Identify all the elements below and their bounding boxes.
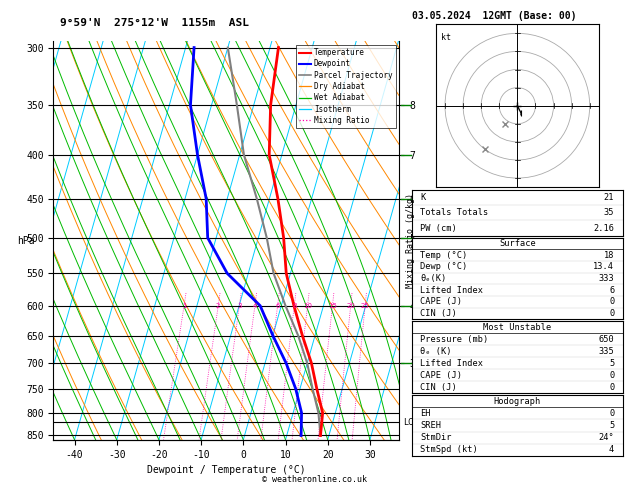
Text: 21: 21 <box>604 193 615 202</box>
Text: 0: 0 <box>609 297 615 306</box>
Text: 35: 35 <box>604 208 615 217</box>
Text: 5: 5 <box>609 421 615 430</box>
Text: 1: 1 <box>182 303 186 309</box>
Text: PW (cm): PW (cm) <box>420 224 457 232</box>
Text: Lifted Index: Lifted Index <box>420 359 484 368</box>
Text: EH: EH <box>420 409 431 418</box>
Text: hPa: hPa <box>17 236 35 245</box>
Text: 20: 20 <box>346 303 355 309</box>
Text: 8: 8 <box>292 303 296 309</box>
Text: StmDir: StmDir <box>420 433 452 442</box>
X-axis label: Dewpoint / Temperature (°C): Dewpoint / Temperature (°C) <box>147 465 306 475</box>
Text: 650: 650 <box>599 335 615 344</box>
Text: 24°: 24° <box>599 433 615 442</box>
Text: 03.05.2024  12GMT (Base: 00): 03.05.2024 12GMT (Base: 00) <box>412 11 577 21</box>
Text: Lifted Index: Lifted Index <box>420 286 484 295</box>
Text: 3: 3 <box>237 303 242 309</box>
Text: StmSpd (kt): StmSpd (kt) <box>420 445 478 454</box>
Text: 0: 0 <box>609 409 615 418</box>
Text: 10: 10 <box>303 303 312 309</box>
Text: CIN (J): CIN (J) <box>420 309 457 318</box>
Text: 6: 6 <box>276 303 280 309</box>
Text: Hodograph: Hodograph <box>494 397 541 406</box>
Text: 5: 5 <box>609 359 615 368</box>
Y-axis label: km
ASL: km ASL <box>427 241 442 260</box>
Text: LCL: LCL <box>404 417 418 427</box>
Text: © weatheronline.co.uk: © weatheronline.co.uk <box>262 474 367 484</box>
Text: 0: 0 <box>609 371 615 380</box>
Text: CAPE (J): CAPE (J) <box>420 297 462 306</box>
Text: 335: 335 <box>599 347 615 356</box>
Text: Dewp (°C): Dewp (°C) <box>420 262 468 271</box>
Text: CIN (J): CIN (J) <box>420 382 457 392</box>
Text: 25: 25 <box>361 303 369 309</box>
Text: 2.16: 2.16 <box>593 224 615 232</box>
Text: Surface: Surface <box>499 239 536 248</box>
Text: 2: 2 <box>216 303 220 309</box>
Text: 18: 18 <box>604 251 615 260</box>
Text: Pressure (mb): Pressure (mb) <box>420 335 489 344</box>
Text: θₑ(K): θₑ(K) <box>420 274 447 283</box>
Text: K: K <box>420 193 426 202</box>
Text: Temp (°C): Temp (°C) <box>420 251 468 260</box>
Text: Mixing Ratio (g/kg): Mixing Ratio (g/kg) <box>406 193 415 288</box>
Text: 6: 6 <box>609 286 615 295</box>
Text: 0: 0 <box>609 382 615 392</box>
Text: θₑ (K): θₑ (K) <box>420 347 452 356</box>
Text: kt: kt <box>442 34 452 42</box>
Text: Most Unstable: Most Unstable <box>483 323 552 332</box>
Text: CAPE (J): CAPE (J) <box>420 371 462 380</box>
Text: 0: 0 <box>609 309 615 318</box>
Text: 333: 333 <box>599 274 615 283</box>
Text: 4: 4 <box>253 303 257 309</box>
Text: SREH: SREH <box>420 421 442 430</box>
Text: 15: 15 <box>328 303 337 309</box>
Text: 9°59'N  275°12'W  1155m  ASL: 9°59'N 275°12'W 1155m ASL <box>60 18 248 29</box>
Text: 4: 4 <box>609 445 615 454</box>
Text: Totals Totals: Totals Totals <box>420 208 489 217</box>
Text: 13.4: 13.4 <box>593 262 615 271</box>
Legend: Temperature, Dewpoint, Parcel Trajectory, Dry Adiabat, Wet Adiabat, Isotherm, Mi: Temperature, Dewpoint, Parcel Trajectory… <box>296 45 396 128</box>
